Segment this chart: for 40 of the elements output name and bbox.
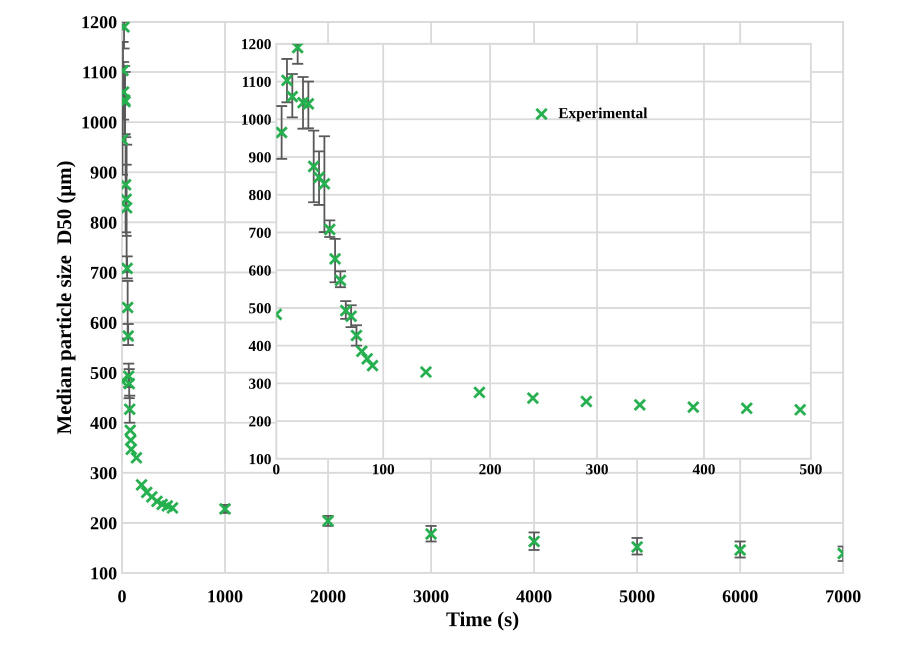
x-tick-label: 2000	[310, 590, 346, 602]
y-axis-title: Median particle size D50 (μm)	[56, 161, 76, 434]
y-tick-label: 600	[249, 265, 271, 276]
y-tick-label: 1200	[82, 16, 116, 28]
x-axis-title: Time (s)	[446, 612, 518, 631]
y-tick-label: 900	[248, 152, 271, 162]
x-tick-label: 7000	[826, 590, 861, 602]
y-tick-label: 500	[90, 366, 116, 380]
y-tick-label: 600	[90, 316, 116, 329]
x-tick-label: 0	[118, 590, 126, 602]
x-tick-label: 5000	[620, 590, 654, 602]
y-tick-label: 1100	[242, 76, 271, 87]
y-tick-label: 200	[90, 517, 116, 530]
x-tick-label: 0	[273, 464, 280, 474]
x-tick-label: 200	[479, 464, 501, 474]
y-tick-label: 300	[249, 378, 271, 389]
x-tick-label: 3000	[414, 590, 448, 602]
x-tick-label: 400	[692, 464, 715, 474]
x-tick-label: 4000	[516, 590, 552, 602]
y-tick-label: 400	[90, 416, 116, 430]
x-tick-label: 1000	[208, 590, 242, 602]
legend-label: Experimental	[558, 107, 648, 122]
x-tick-label: 6000	[722, 590, 758, 602]
y-tick-label: 800	[249, 190, 271, 200]
x-tick-label: 300	[586, 464, 608, 474]
y-tick-label: 1000	[242, 114, 271, 125]
y-tick-label: 500	[249, 303, 271, 314]
y-tick-label: 800	[90, 216, 116, 229]
x-tick-label: 100	[372, 464, 394, 474]
y-tick-label: 400	[248, 340, 271, 352]
y-tick-label: 700	[249, 228, 271, 238]
y-tick-label: 1000	[82, 116, 116, 129]
x-tick-label: 500	[800, 464, 822, 474]
y-tick-label: 1100	[83, 66, 116, 78]
y-tick-label: 100	[91, 567, 116, 580]
y-tick-label: 700	[91, 266, 116, 279]
y-tick-label: 1200	[242, 38, 271, 50]
y-tick-label: 200	[249, 416, 271, 427]
y-tick-label: 100	[250, 454, 271, 464]
y-tick-label: 900	[90, 166, 116, 179]
